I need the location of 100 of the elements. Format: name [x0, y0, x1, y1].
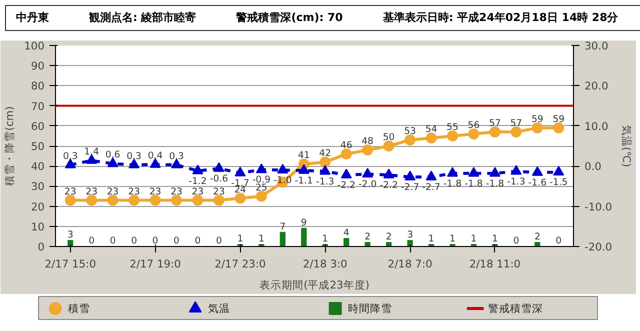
data-label: 0.3	[169, 150, 184, 162]
point	[128, 158, 140, 168]
point	[86, 154, 98, 164]
data-label: 23	[192, 186, 204, 198]
chart-title: 中丹東	[16, 11, 49, 24]
data-label: -1.3	[507, 176, 526, 188]
data-label: 59	[552, 114, 565, 125]
y2-axis-title: 気温(℃)	[620, 124, 634, 168]
data-label: 48	[362, 136, 374, 148]
data-label: 0	[88, 236, 95, 246]
data-label: 1	[258, 233, 264, 244]
data-label: 2	[534, 231, 540, 242]
data-label: 0	[131, 236, 138, 246]
data-label: 7	[280, 221, 286, 232]
data-label: 0.3	[62, 150, 78, 162]
data-label: 50	[382, 132, 395, 143]
data-label: 1	[470, 233, 477, 244]
x-tick-label: 2/17 15:0	[44, 258, 96, 270]
point	[404, 170, 416, 180]
bar	[364, 242, 370, 246]
point	[532, 122, 543, 134]
bar	[280, 232, 286, 246]
data-label: 57	[489, 118, 501, 129]
point	[171, 158, 182, 168]
data-label: 0	[110, 236, 116, 246]
point	[320, 156, 331, 168]
x-tick-label: 2/17 19:0	[130, 258, 182, 270]
data-label: -2.7	[400, 182, 420, 193]
data-label: -1.6	[528, 178, 547, 189]
y-tick-label: 0	[38, 240, 45, 254]
x-tick-label: 2/18 7:0	[388, 258, 432, 270]
y2-tick-label: 30.0	[584, 40, 608, 52]
point	[489, 126, 500, 138]
data-label: 1	[237, 233, 244, 244]
text: 基準表示日時: 平成24年02月18日 14時 28分	[382, 11, 618, 24]
y2-tick-label: -10.0	[584, 200, 612, 214]
data-label: 1	[492, 233, 498, 244]
point	[107, 194, 118, 206]
y-tick-label: 100	[24, 40, 45, 52]
point	[553, 122, 564, 134]
data-label: 0.4	[148, 150, 163, 162]
y-tick-label: 30	[30, 180, 45, 194]
y-axis-title: 積雪・降雪(cm)	[3, 106, 16, 186]
data-label: -2.2	[380, 180, 398, 191]
text: 警戒積雪深(cm): 70	[236, 11, 343, 24]
point	[128, 194, 140, 206]
data-label: -2.2	[337, 180, 356, 191]
data-label: 0	[174, 236, 180, 246]
data-label: 53	[404, 126, 416, 137]
y-tick-label: 60	[30, 120, 45, 133]
data-label: 23	[213, 186, 225, 198]
y2-tick-label: 20.0	[584, 80, 608, 93]
data-label: 23	[64, 186, 76, 198]
y-tick-label: 40	[30, 160, 45, 174]
data-label: 42	[319, 148, 332, 160]
point	[171, 194, 182, 206]
data-label: -0.6	[210, 174, 228, 185]
legend-label: 積雪	[68, 302, 90, 315]
point	[510, 126, 522, 138]
point	[362, 168, 374, 178]
data-label: 23	[128, 186, 140, 198]
point	[404, 134, 416, 146]
data-label: 46	[340, 140, 352, 152]
chart-subtitle: 観測点名: 綾部市睦寄	[89, 11, 196, 24]
data-label: -1.2	[188, 176, 207, 187]
bar	[407, 240, 413, 246]
data-label: 41	[298, 150, 310, 162]
data-label: 2	[364, 231, 371, 242]
data-label: 55	[446, 122, 458, 133]
y-tick-label: 70	[30, 100, 45, 113]
y-tick-label: 90	[30, 60, 45, 73]
point	[489, 167, 500, 177]
y2-tick-label: 10.0	[584, 120, 608, 133]
y-tick-label: 80	[30, 80, 45, 93]
data-label: 0	[556, 236, 562, 246]
point	[383, 168, 394, 178]
data-label: 1	[428, 233, 434, 244]
point	[256, 190, 267, 202]
data-label: -1.5	[550, 177, 568, 188]
point	[362, 144, 374, 156]
y-tick-label: 20	[30, 200, 45, 214]
point	[298, 164, 310, 174]
data-label: -1.8	[443, 178, 462, 190]
x-tick-label: 2/18 11:0	[469, 258, 521, 270]
point	[553, 166, 564, 176]
data-label: 4	[343, 227, 350, 238]
point	[64, 194, 76, 206]
data-label: 23	[170, 186, 183, 198]
data-label: 23	[149, 186, 162, 198]
data-label: 2	[386, 231, 392, 242]
point	[107, 157, 118, 168]
point	[234, 192, 246, 204]
data-label: 57	[510, 118, 522, 129]
data-label: 0.6	[105, 150, 120, 161]
data-label: 1.4	[84, 146, 100, 158]
data-label: 0	[194, 236, 201, 246]
data-label: -1.8	[464, 178, 483, 190]
data-label: 3	[67, 229, 74, 240]
data-label: 1	[450, 233, 456, 244]
data-label: 23	[86, 186, 98, 198]
